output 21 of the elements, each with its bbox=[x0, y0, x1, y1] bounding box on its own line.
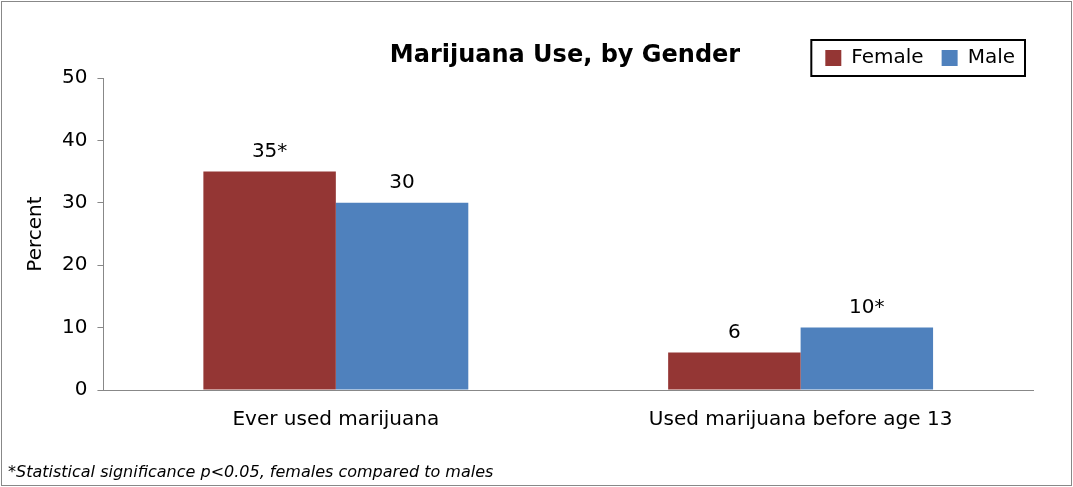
data-label: 10* bbox=[849, 293, 885, 318]
y-tick-label: 10 bbox=[62, 313, 88, 338]
bar bbox=[335, 202, 469, 390]
bar bbox=[800, 327, 934, 390]
y-tick-label: 20 bbox=[62, 251, 88, 276]
y-tick-label: 30 bbox=[62, 189, 88, 213]
chart-title: Marijuana Use, by Gender bbox=[388, 40, 742, 68]
data-label: 30 bbox=[389, 169, 415, 193]
y-tick-label: 0 bbox=[74, 376, 88, 401]
legend-label: Female bbox=[851, 44, 924, 69]
y-tick-label: 50 bbox=[62, 64, 88, 89]
y-tick-label: 40 bbox=[62, 126, 88, 151]
y-axis-title: Percent bbox=[22, 196, 47, 272]
data-label: 6 bbox=[728, 318, 741, 343]
bar bbox=[668, 352, 801, 390]
text: *Statistical significance p<0.05, females compared to males bbox=[8, 462, 494, 481]
x-tick-label: Ever used marijuana bbox=[232, 406, 440, 431]
bar bbox=[203, 171, 336, 390]
legend-label: Male bbox=[967, 44, 1015, 69]
x-tick-label: Used marijuana before age 13 bbox=[648, 406, 953, 431]
data-label: 35* bbox=[251, 137, 288, 162]
